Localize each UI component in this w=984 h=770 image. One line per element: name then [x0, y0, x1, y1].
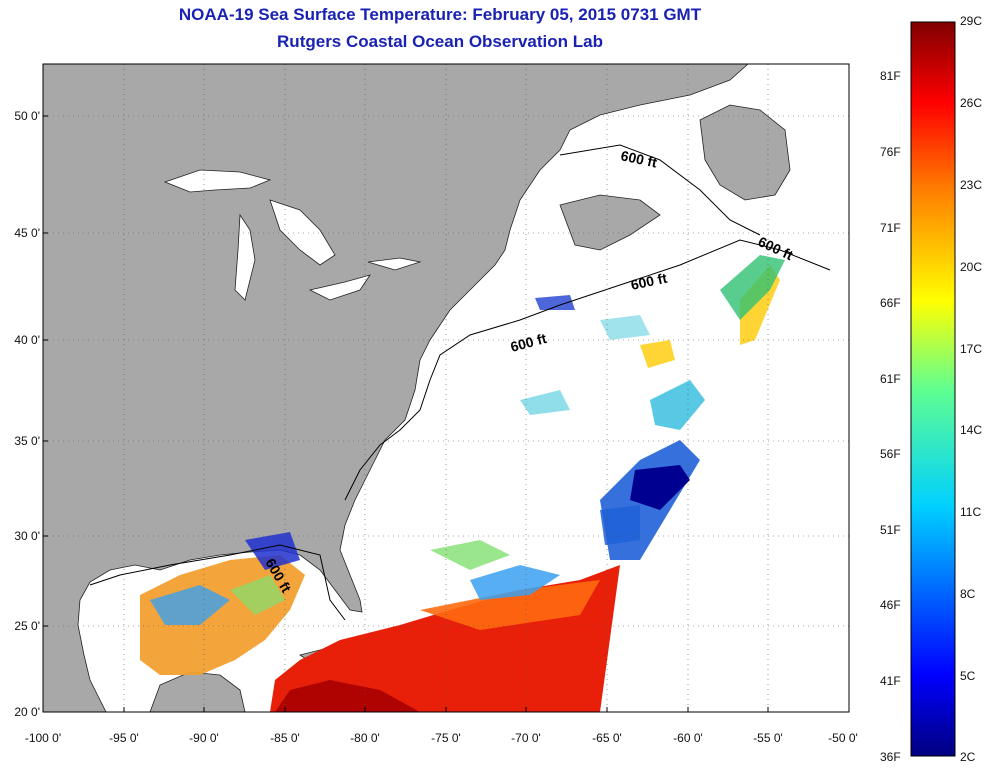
lat-label-50: 50 0'	[14, 109, 40, 123]
great-lakes	[163, 169, 422, 301]
contour-label-1: 600 ft	[619, 147, 658, 170]
land-nova-scotia	[559, 194, 661, 251]
contour-label-3: 600 ft	[629, 270, 668, 293]
lon-label-70: -70 0'	[511, 731, 541, 745]
cb-c-11: 11C	[960, 505, 982, 519]
lat-label-20: 20 0'	[14, 705, 40, 719]
cb-f-71: 71F	[880, 221, 901, 235]
lon-label-75: -75 0'	[431, 731, 461, 745]
cb-c-26: 26C	[960, 96, 983, 110]
cb-c-5: 5C	[960, 669, 976, 683]
lon-label-95: -95 0'	[109, 731, 139, 745]
colorbar	[910, 21, 956, 757]
cb-c-14: 14C	[960, 423, 983, 437]
cb-f-41: 41F	[880, 674, 901, 688]
lon-label-85: -85 0'	[270, 731, 300, 745]
lon-label-65: -65 0'	[592, 731, 622, 745]
map-grid	[43, 64, 849, 712]
cb-f-51: 51F	[880, 523, 901, 537]
lat-label-40: 40 0'	[14, 333, 40, 347]
lat-label-25: 25 0'	[14, 619, 40, 633]
map-subtitle: Rutgers Coastal Ocean Observation Lab	[277, 32, 603, 51]
land-north-america	[43, 64, 749, 712]
cb-c-23: 23C	[960, 178, 983, 192]
lon-label-50: -50 0'	[828, 731, 858, 745]
lat-label-30: 30 0'	[14, 529, 40, 543]
cb-f-76: 76F	[880, 145, 901, 159]
cb-f-46: 46F	[880, 598, 901, 612]
lon-label-60: -60 0'	[673, 731, 703, 745]
lon-label-55: -55 0'	[753, 731, 783, 745]
map-title: NOAA-19 Sea Surface Temperature: Februar…	[178, 5, 702, 24]
land-newfoundland	[699, 104, 791, 201]
lon-label-80: -80 0'	[350, 731, 380, 745]
cb-c-2: 2C	[960, 750, 976, 764]
cb-c-17: 17C	[960, 342, 983, 356]
cb-f-81: 81F	[880, 69, 901, 83]
lat-label-35: 35 0'	[14, 434, 40, 448]
cb-f-66: 66F	[880, 296, 901, 310]
cb-f-56: 56F	[880, 447, 901, 461]
cb-c-29: 29C	[960, 14, 983, 28]
cb-f-36: 36F	[880, 750, 901, 764]
lat-label-45: 45 0'	[14, 226, 40, 240]
cb-c-20: 20C	[960, 260, 983, 274]
contour-600ft	[89, 144, 831, 621]
lon-label-100: -100 0'	[24, 731, 62, 745]
cb-f-61: 61F	[880, 372, 901, 386]
lon-label-90: -90 0'	[189, 731, 219, 745]
cb-c-8: 8C	[960, 587, 976, 601]
